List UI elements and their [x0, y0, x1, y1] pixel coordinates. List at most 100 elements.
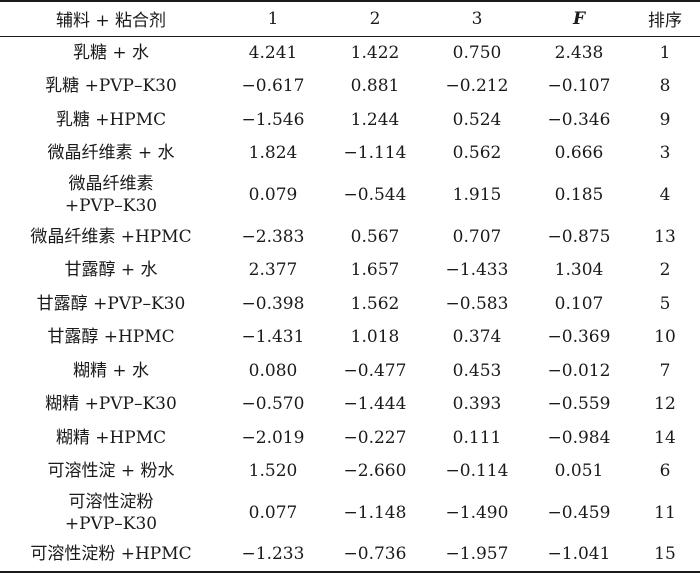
row-name-cell: 乳糖 + 水 — [0, 36, 222, 70]
row-name: 甘露醇 +PVP–K30 — [36, 293, 186, 314]
factor-1-value: −2.383 — [241, 226, 305, 247]
rank-value: 13 — [654, 226, 676, 247]
row-name-cell: 可溶性淀粉 +PVP–K30 — [0, 488, 222, 538]
factor-2-value: −1.148 — [343, 503, 407, 523]
row-name-cell: 甘露醇 +PVP–K30 — [0, 287, 222, 321]
table-row: 微晶纤维素 +PVP–K30 0.079 −0.544 1.915 0.185 … — [0, 170, 700, 220]
row-name-cell: 微晶纤维素 +PVP–K30 — [0, 170, 222, 220]
table-row: 甘露醇 +PVP–K30 −0.398 1.562 −0.583 0.107 5 — [0, 287, 700, 321]
header-factor-2: 2 — [324, 0, 426, 37]
header-factor-1: 1 — [222, 0, 324, 37]
row-name-cell: 微晶纤维素 + 水 — [0, 137, 222, 171]
rank-value: 2 — [659, 260, 671, 281]
f-score-value: −0.012 — [547, 360, 611, 381]
factor-3-value: 0.453 — [452, 360, 502, 381]
factor-3-value: 0.524 — [452, 109, 502, 130]
factor-2-value: 1.562 — [350, 293, 400, 314]
factor-2-value: −0.736 — [324, 538, 426, 573]
rank-value: 11 — [654, 503, 676, 523]
factor-2-value: 1.657 — [350, 260, 400, 281]
factor-2-value: 0.567 — [350, 226, 400, 247]
f-score-value: −0.875 — [547, 226, 611, 247]
row-name-cell: 乳糖 +PVP–K30 — [0, 70, 222, 104]
rank-value: 12 — [654, 394, 676, 415]
row-name: 可溶性淀 + 粉水 — [47, 461, 175, 482]
row-name-cell: 甘露醇 +HPMC — [0, 321, 222, 355]
factor-3-value: 0.111 — [452, 427, 502, 448]
table-row: 甘露醇 +HPMC −1.431 1.018 0.374 −0.369 10 — [0, 321, 700, 355]
rank-value: 6 — [659, 461, 671, 482]
factor-2-value: −0.477 — [343, 360, 407, 381]
row-name-cell: 可溶性淀 + 粉水 — [0, 455, 222, 489]
table-row: 乳糖 +HPMC −1.546 1.244 0.524 −0.346 9 — [0, 103, 700, 137]
table-row: 微晶纤维素 + 水 1.824 −1.114 0.562 0.666 3 — [0, 137, 700, 171]
f-score-value: −0.984 — [547, 427, 611, 448]
factor-1-value: −0.398 — [241, 293, 305, 314]
factor-1-value: −2.019 — [241, 427, 305, 448]
factor-1-value: −1.431 — [241, 327, 305, 348]
row-name-cell: 甘露醇 + 水 — [0, 254, 222, 288]
rank-value: 9 — [659, 109, 671, 130]
factor-3-value: 0.393 — [452, 394, 502, 415]
f-score-value: −0.369 — [547, 327, 611, 348]
table-row: 乳糖 + 水 4.241 1.422 0.750 2.438 1 — [0, 36, 700, 70]
rank-value: 4 — [659, 185, 671, 205]
f-score-value: 0.666 — [554, 143, 604, 164]
row-name: 微晶纤维素 + 水 — [47, 143, 175, 164]
rank-value: 1 — [659, 43, 671, 63]
row-name: 微晶纤维素 — [68, 174, 154, 194]
factor-1-value: 1.520 — [248, 461, 298, 482]
table-row: 可溶性淀 + 粉水 1.520 −2.660 −0.114 0.051 6 — [0, 455, 700, 489]
table-header-row: 辅料 + 粘合剂 1 2 3 F 排序 — [0, 0, 700, 37]
row-name-cell: 乳糖 +HPMC — [0, 103, 222, 137]
table-row: 糊精 +HPMC −2.019 −0.227 0.111 −0.984 14 — [0, 421, 700, 455]
factor-1-value: −0.617 — [241, 76, 305, 97]
factor-3-value: −1.490 — [445, 503, 509, 523]
table-row: 糊精 + 水 0.080 −0.477 0.453 −0.012 7 — [0, 354, 700, 388]
row-name: 乳糖 +HPMC — [55, 109, 167, 130]
factor-2-value: −0.227 — [343, 427, 407, 448]
factor-1-value: −1.546 — [241, 109, 305, 130]
factor-1-value: 4.241 — [248, 43, 298, 63]
row-name: 甘露醇 + 水 — [64, 260, 158, 281]
row-name: 糊精 + 水 — [72, 360, 150, 381]
rank-value: 15 — [630, 538, 700, 573]
header-f-score: F — [528, 0, 630, 37]
factor-3-value: 0.562 — [452, 143, 502, 164]
table-body: 乳糖 + 水 4.241 1.422 0.750 2.438 1 乳糖 +PVP… — [0, 36, 700, 573]
factor-1-value: 1.824 — [248, 143, 298, 164]
row-name: 乳糖 +PVP–K30 — [45, 76, 177, 97]
row-name: 可溶性淀粉 — [68, 492, 154, 512]
rank-value: 10 — [654, 327, 676, 348]
factor-1-value: −0.570 — [241, 394, 305, 415]
factor-2-value: −1.444 — [343, 394, 407, 415]
f-score-value: 0.051 — [554, 461, 604, 482]
row-name-cell: 糊精 + 水 — [0, 354, 222, 388]
f-score-value: −0.346 — [547, 109, 611, 130]
factor-1-value: 0.077 — [248, 503, 298, 523]
factor-3-value: −0.212 — [445, 76, 509, 97]
f-score-value: −1.041 — [528, 538, 630, 573]
table-row: 微晶纤维素 +HPMC −2.383 0.567 0.707 −0.875 13 — [0, 220, 700, 254]
table-row: 可溶性淀粉 +HPMC −1.233 −0.736 −1.957 −1.041 … — [0, 538, 700, 573]
factor-3-value: −1.957 — [426, 538, 528, 573]
table-row: 甘露醇 + 水 2.377 1.657 −1.433 1.304 2 — [0, 254, 700, 288]
f-score-value: −0.459 — [547, 503, 611, 523]
f-score-value: 2.438 — [554, 43, 604, 63]
row-name-cell: 微晶纤维素 +HPMC — [0, 220, 222, 254]
row-name: 糊精 +PVP–K30 — [45, 394, 177, 415]
f-score-value: 1.304 — [554, 260, 604, 281]
factor-3-value: 0.374 — [452, 327, 502, 348]
results-table: 辅料 + 粘合剂 1 2 3 F 排序 乳糖 + 水 4.241 1.422 0… — [0, 0, 700, 573]
factor-3-value: −1.433 — [445, 260, 509, 281]
factor-2-value: −1.114 — [343, 143, 407, 164]
rank-value: 5 — [659, 293, 671, 314]
factor-2-value: 1.018 — [350, 327, 400, 348]
factor-3-value: −0.114 — [445, 461, 509, 482]
rank-value: 8 — [659, 76, 671, 97]
rank-value: 7 — [659, 360, 671, 381]
factor-2-value: −2.660 — [343, 461, 407, 482]
row-name-continuation: +PVP–K30 — [64, 514, 158, 534]
row-name-continuation: +PVP–K30 — [64, 196, 158, 216]
f-score-value: −0.559 — [547, 394, 611, 415]
